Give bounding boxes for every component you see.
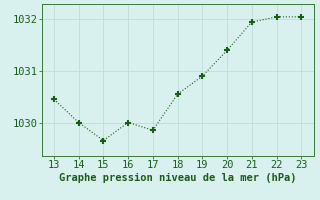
X-axis label: Graphe pression niveau de la mer (hPa): Graphe pression niveau de la mer (hPa) bbox=[59, 173, 296, 183]
